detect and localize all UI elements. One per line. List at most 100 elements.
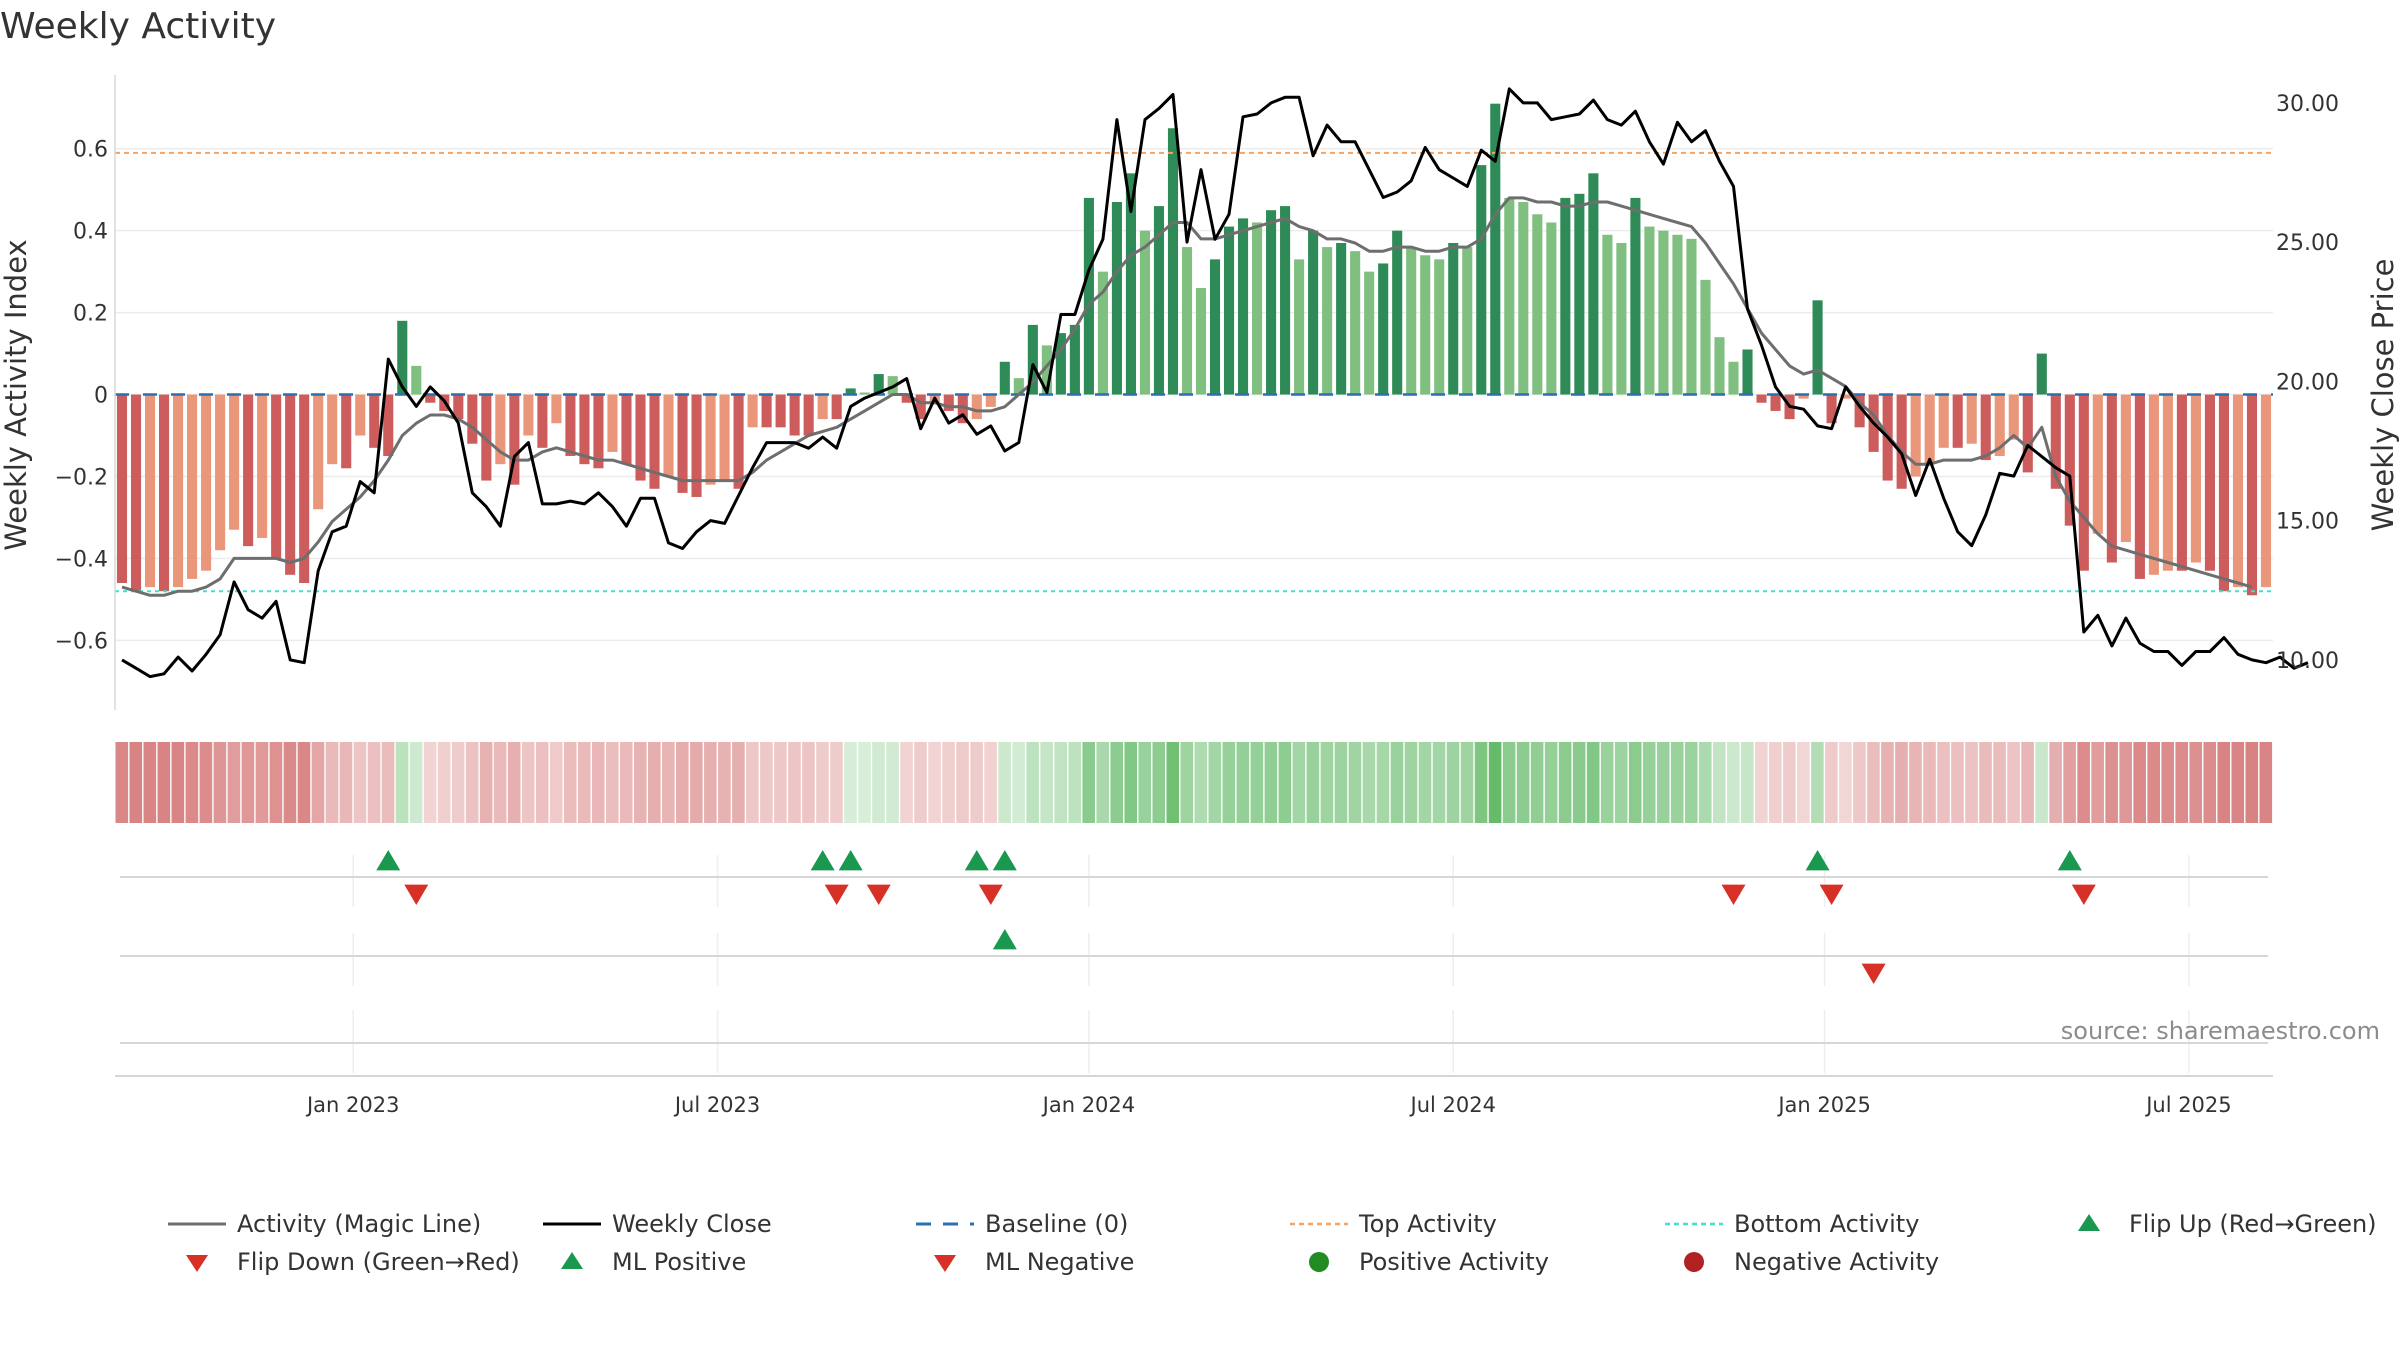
heat-cell — [2203, 742, 2217, 823]
heat-cell — [381, 742, 395, 823]
heat-cell — [2231, 742, 2245, 823]
activity-bar — [2120, 394, 2131, 543]
activity-bar — [2064, 394, 2075, 526]
activity-bar — [1490, 103, 1501, 395]
legend-swatch — [186, 1255, 208, 1272]
heat-cell — [437, 742, 451, 823]
heat-cell — [325, 742, 339, 823]
activity-bar — [1462, 247, 1473, 395]
legend-label: Flip Down (Green→Red) — [237, 1248, 520, 1276]
legend-swatch — [1684, 1252, 1704, 1272]
activity-bar — [1476, 165, 1487, 395]
activity-bar — [1826, 394, 1837, 424]
legend-label: Weekly Close — [612, 1210, 772, 1238]
activity-bar — [649, 394, 660, 489]
activity-bar — [1910, 394, 1921, 477]
heat-cell — [1572, 742, 1586, 823]
activity-bar — [2148, 394, 2159, 575]
activity-bar — [1980, 394, 1991, 461]
heat-cell — [493, 742, 507, 823]
heat-cell — [563, 742, 577, 823]
activity-bar — [621, 394, 632, 465]
activity-bar — [817, 394, 828, 420]
heat-cell — [2063, 742, 2076, 823]
activity-bar — [1560, 197, 1571, 395]
heat-cell — [199, 742, 213, 823]
heat-cell — [1642, 742, 1656, 823]
activity-bar — [481, 394, 492, 481]
heat-cell — [1586, 742, 1600, 823]
activity-bar — [2176, 394, 2187, 571]
activity-bar — [775, 394, 786, 428]
heat-cell — [1292, 742, 1306, 823]
x-tick-label: Jan 2023 — [305, 1093, 400, 1117]
heat-cell — [1951, 742, 1964, 823]
heat-cell — [1881, 742, 1894, 823]
heat-cell — [1544, 742, 1558, 823]
activity-bar — [1602, 234, 1613, 395]
heat-cell — [1306, 742, 1320, 823]
activity-bar — [1350, 251, 1361, 395]
heat-cell — [1222, 742, 1236, 823]
activity-bar — [397, 320, 408, 395]
heat-cell — [339, 742, 353, 823]
heat-cell — [2259, 742, 2273, 823]
activity-bar — [187, 394, 198, 579]
activity-bar — [2092, 394, 2103, 534]
activity-bar — [453, 394, 464, 420]
heat-cell — [970, 742, 983, 823]
heat-cell — [1068, 742, 1081, 823]
activity-bar — [1181, 247, 1193, 395]
activity-bar — [1742, 349, 1753, 395]
heat-cell — [928, 742, 941, 823]
heat-cell — [297, 742, 311, 823]
activity-bar — [116, 394, 128, 583]
heat-cell — [732, 742, 745, 823]
activity-bar — [1420, 255, 1431, 395]
heat-cell — [521, 742, 535, 823]
heat-cell — [2021, 742, 2034, 823]
heat-cell — [2035, 742, 2048, 823]
heat-cell — [1726, 742, 1740, 823]
y-axis-label: Weekly Activity Index — [0, 239, 33, 550]
heat-cell — [1180, 742, 1194, 823]
heat-cell — [1839, 742, 1852, 823]
activity-bar — [2204, 394, 2215, 571]
heat-cell — [830, 742, 843, 823]
activity-bar — [747, 394, 758, 428]
activity-bar — [1938, 394, 1949, 448]
activity-bar — [1714, 337, 1725, 395]
activity-bar — [2008, 394, 2019, 440]
y-tick-label: 0 — [94, 384, 108, 409]
y-tick-label: −0.2 — [55, 465, 108, 490]
activity-bar — [299, 394, 310, 583]
activity-bar — [537, 394, 548, 448]
activity-bar — [1448, 242, 1459, 395]
heat-cell — [129, 742, 143, 823]
y-tick-label: −0.4 — [55, 547, 108, 572]
ml-positive-marker — [992, 929, 1017, 950]
heat-cell — [718, 742, 731, 823]
heat-cell — [2161, 742, 2175, 823]
flip-down-marker — [404, 884, 429, 905]
activity-bar — [159, 394, 170, 592]
legend-swatch — [934, 1255, 956, 1272]
heat-cell — [1614, 742, 1628, 823]
activity-bar — [2218, 394, 2229, 592]
legend-label: Negative Activity — [1734, 1248, 1939, 1276]
heat-cell — [1166, 742, 1180, 823]
heat-cell — [2175, 742, 2189, 823]
activity-bar — [495, 394, 506, 465]
heat-cell — [185, 742, 199, 823]
heat-cell — [704, 742, 717, 823]
chart-title: Weekly Activity — [0, 6, 276, 47]
reference-lines — [115, 151, 2273, 593]
y-tick-label: −0.6 — [55, 629, 108, 654]
activity-bar — [579, 394, 590, 465]
activity-bars — [116, 103, 2272, 596]
heat-cell — [956, 742, 969, 823]
heat-cell — [914, 742, 927, 823]
y2-tick-label: 30.00 — [2276, 92, 2339, 117]
activity-bar — [425, 394, 436, 403]
heat-cell — [213, 742, 227, 823]
